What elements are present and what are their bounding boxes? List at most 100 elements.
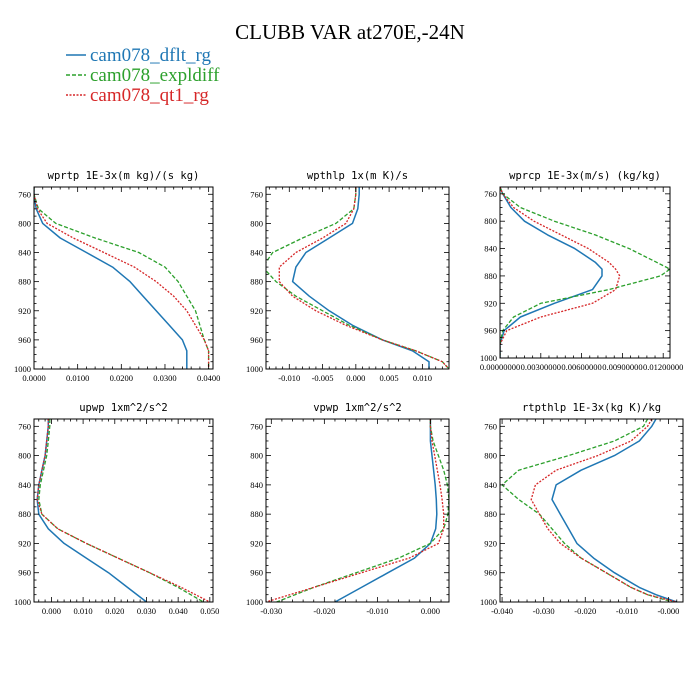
y-tick-label: 920 [484,298,497,308]
series-line-cam078_expldiff [266,187,449,369]
series-group [34,187,210,369]
y-tick-label: 800 [250,451,263,461]
x-tick-label: 0.0400 [197,373,220,383]
y-tick-label: 880 [484,271,497,281]
series-line-cam078_qt1_rg [530,419,677,602]
y-tick-label: 840 [250,480,263,490]
y-tick-label: 960 [18,568,31,578]
panel-4: upwp 1xm^2/s^2 760 800 840 880 920 960 1000 0.00… [14,402,219,616]
y-tick-label: 760 [18,189,31,199]
series-line-cam078_expldiff [34,187,210,369]
y-tick-label: 840 [18,480,31,490]
series-line-cam078_dflt_rg [36,419,147,602]
panel-frame [265,186,450,370]
panel-1: wprtp 1E-3x(m kg)/(s kg) 760 800 840 880 920 9… [14,170,220,383]
y-tick-label: 960 [250,568,263,578]
series-line-cam078_dflt_rg [291,187,430,369]
y-tick-label: 840 [484,244,497,254]
x-tick-label: -0.020 [574,606,596,616]
series-line-cam078_qt1_rg [36,419,211,602]
y-tick-label: 760 [250,421,263,431]
series-line-cam078_qt1_rg [500,187,621,358]
x-tick-label: 0.000 [421,606,440,616]
y-tick-label: 1000 [246,364,263,374]
x-tick-label: 0.01200000 [643,362,683,372]
series-group [266,419,449,602]
y-tick-label: 960 [18,335,31,345]
y-tick-label: 1000 [246,597,263,607]
x-tick-label: 0.010 [74,606,93,616]
y-tick-label: 800 [484,216,497,226]
x-tick-label: 0.0200 [110,373,133,383]
x-tick-label: 0.00000000 [480,362,520,372]
y-tick-label: 760 [18,421,31,431]
panel-frame [265,418,450,603]
legend-label: cam078_dflt_rg [90,45,212,66]
panel-3: wprcp 1E-3x(m/s) (kg/kg) 760 800 840 880 920 9… [480,170,684,372]
y-tick-label: 960 [250,335,263,345]
x-tick-label: 0.005 [380,373,399,383]
x-tick-label: 0.020 [105,606,124,616]
series-group [266,187,449,369]
y-tick-label: 840 [250,248,263,258]
y-tick-label: 800 [18,451,31,461]
series-line-cam078_dflt_rg [34,187,188,369]
y-tick-label: 840 [484,480,497,490]
x-tick-label: 0.030 [137,606,156,616]
y-tick-label: 960 [484,326,497,336]
y-tick-label: 920 [18,538,31,548]
legend: cam078_dflt_rgcam078_expldiffcam078_qt1_… [66,45,220,106]
x-tick-label: 0.0100 [66,373,89,383]
series-group [36,419,211,602]
y-tick-label: 760 [484,421,497,431]
y-tick-label: 880 [250,509,263,519]
series-line-cam078_qt1_rg [278,187,449,369]
y-tick-label: 1000 [480,597,497,607]
y-tick-label: 760 [484,189,497,199]
series-line-cam078_expldiff [501,419,673,602]
series-group [501,419,678,602]
x-tick-label: 0.00300000 [521,362,561,372]
series-group [500,187,670,358]
x-tick-label: 0.040 [169,606,188,616]
y-tick-label: 1000 [480,353,497,363]
x-tick-label: 0.000 [346,373,365,383]
panel-frame [33,186,214,370]
x-tick-label: -0.010 [278,373,300,383]
x-tick-label: -0.040 [491,606,513,616]
x-tick-label: -0.030 [260,606,282,616]
y-tick-label: 1000 [14,597,31,607]
panel-title: wprtp 1E-3x(m kg)/(s kg) [48,170,200,182]
x-tick-label: -0.010 [366,606,388,616]
legend-label: cam078_qt1_rg [90,85,209,106]
y-tick-label: 880 [484,509,497,519]
y-tick-label: 880 [18,509,31,519]
panel-title: wpthlp 1x(m K)/s [307,170,408,182]
x-tick-label: 0.050 [200,606,219,616]
series-line-cam078_expldiff [276,419,449,602]
y-tick-label: 880 [250,277,263,287]
y-tick-label: 800 [18,218,31,228]
panel-2: wpthlp 1x(m K)/s 760 800 840 880 920 960 1000 -0… [246,170,450,383]
panel-frame [33,418,214,603]
x-tick-label: 0.000 [42,606,61,616]
figure-title: CLUBB VAR at270E,-24N [235,20,465,44]
y-tick-label: 920 [250,538,263,548]
panel-frame [499,186,671,359]
panel-title: rtpthlp 1E-3x(kg K)/kg [522,402,661,414]
y-tick-label: 800 [250,218,263,228]
x-tick-label: -0.030 [533,606,555,616]
y-tick-label: 920 [484,538,497,548]
y-tick-label: 800 [484,451,497,461]
x-tick-label: 0.0300 [153,373,176,383]
panel-frame [499,418,684,603]
y-tick-label: 960 [484,568,497,578]
x-tick-label: -0.000 [657,606,679,616]
panels: wprtp 1E-3x(m kg)/(s kg) 760 800 840 880 920 9… [14,170,684,616]
y-tick-label: 1000 [14,364,31,374]
x-tick-label: 0.0000 [22,373,45,383]
panel-title: upwp 1xm^2/s^2 [79,402,168,414]
series-line-cam078_expldiff [38,419,204,602]
x-tick-label: -0.020 [313,606,335,616]
